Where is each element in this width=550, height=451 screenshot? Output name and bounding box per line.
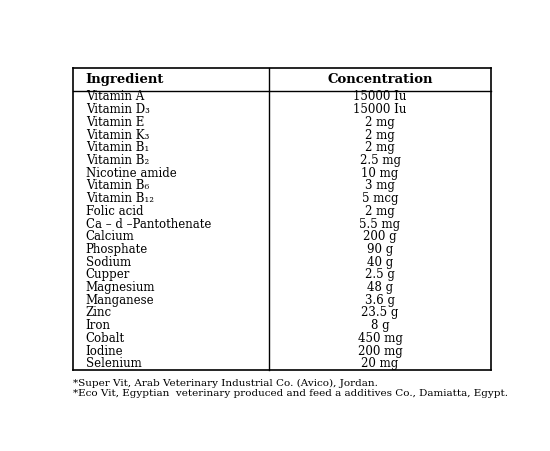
Text: 3 mg: 3 mg	[365, 179, 395, 193]
Text: 8 g: 8 g	[371, 319, 389, 332]
Text: Vitamin A: Vitamin A	[86, 91, 144, 103]
Text: 2 mg: 2 mg	[365, 141, 395, 154]
Text: 40 g: 40 g	[367, 256, 393, 269]
Text: 15000 Iu: 15000 Iu	[353, 91, 407, 103]
Text: 90 g: 90 g	[367, 243, 393, 256]
Text: 23.5 g: 23.5 g	[361, 307, 399, 319]
Text: *Super Vit, Arab Veterinary Industrial Co. (Avico), Jordan.: *Super Vit, Arab Veterinary Industrial C…	[73, 379, 378, 388]
Text: 48 g: 48 g	[367, 281, 393, 294]
Text: 450 mg: 450 mg	[358, 332, 403, 345]
Text: Iodine: Iodine	[86, 345, 123, 358]
Text: Sodium: Sodium	[86, 256, 131, 269]
Text: 5.5 mg: 5.5 mg	[360, 217, 400, 230]
Text: Iron: Iron	[86, 319, 111, 332]
Text: Vitamin B₆: Vitamin B₆	[86, 179, 149, 193]
Text: 3.6 g: 3.6 g	[365, 294, 395, 307]
Text: *Eco Vit, Egyptian  veterinary produced and feed a additives Co., Damiatta, Egyp: *Eco Vit, Egyptian veterinary produced a…	[73, 389, 508, 398]
Text: 2.5 g: 2.5 g	[365, 268, 395, 281]
Text: Cupper: Cupper	[86, 268, 130, 281]
Text: 20 mg: 20 mg	[361, 357, 399, 370]
Text: 200 g: 200 g	[363, 230, 397, 243]
Text: 10 mg: 10 mg	[361, 167, 399, 179]
Text: Ca – d –Pantothenate: Ca – d –Pantothenate	[86, 217, 211, 230]
Text: Vitamin B₁: Vitamin B₁	[86, 141, 149, 154]
Text: Calcium: Calcium	[86, 230, 135, 243]
Text: 2 mg: 2 mg	[365, 129, 395, 142]
Text: Vitamin K₃: Vitamin K₃	[86, 129, 149, 142]
Text: Vitamin D₃: Vitamin D₃	[86, 103, 150, 116]
Text: Folic acid: Folic acid	[86, 205, 144, 218]
Text: Ingredient: Ingredient	[86, 73, 164, 86]
Text: Manganese: Manganese	[86, 294, 155, 307]
Text: Vitamin B₁₂: Vitamin B₁₂	[86, 192, 154, 205]
Text: Nicotine amide: Nicotine amide	[86, 167, 177, 179]
Text: 15000 Iu: 15000 Iu	[353, 103, 407, 116]
Text: Concentration: Concentration	[327, 73, 433, 86]
Text: Magnesium: Magnesium	[86, 281, 155, 294]
Text: Vitamin B₂: Vitamin B₂	[86, 154, 149, 167]
Text: 2 mg: 2 mg	[365, 116, 395, 129]
Text: Selenium: Selenium	[86, 357, 141, 370]
Text: 5 mcg: 5 mcg	[362, 192, 398, 205]
Text: Cobalt: Cobalt	[86, 332, 125, 345]
Text: Vitamin E: Vitamin E	[86, 116, 144, 129]
Text: 200 mg: 200 mg	[358, 345, 403, 358]
Text: Phosphate: Phosphate	[86, 243, 148, 256]
Text: Zinc: Zinc	[86, 307, 112, 319]
Text: 2.5 mg: 2.5 mg	[360, 154, 400, 167]
Text: 2 mg: 2 mg	[365, 205, 395, 218]
